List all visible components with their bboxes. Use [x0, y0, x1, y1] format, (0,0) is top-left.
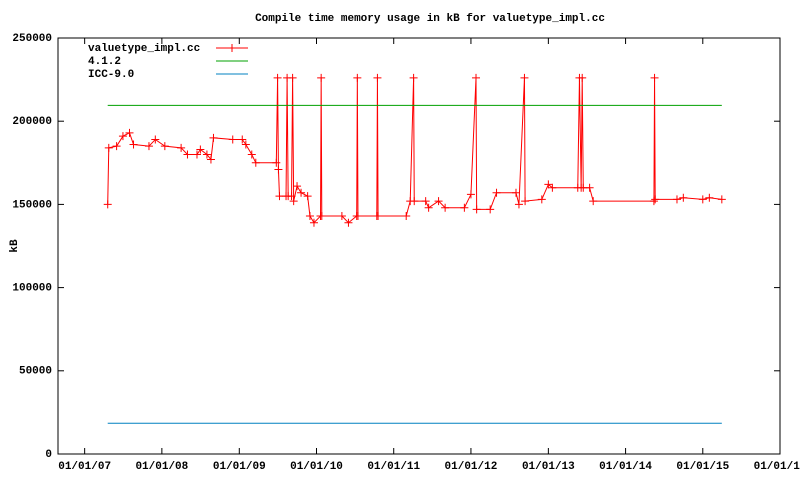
data-point [303, 192, 312, 201]
data-point [486, 205, 495, 214]
legend-label: valuetype_impl.cc [88, 43, 200, 55]
legend-label: 4.1.2 [88, 56, 121, 68]
data-point [409, 73, 418, 82]
data-point [537, 195, 546, 204]
data-point [192, 150, 201, 159]
data-point [472, 73, 481, 82]
y-tick-label: 50000 [19, 366, 52, 378]
data-point [129, 140, 138, 149]
x-tick-label: 01/01/10 [290, 461, 343, 473]
data-point [273, 73, 282, 82]
data-point [520, 73, 529, 82]
data-point [317, 73, 326, 82]
data-point [651, 195, 660, 204]
x-tick-label: 01/01/14 [599, 461, 652, 473]
x-tick-label: 01/01/12 [445, 461, 498, 473]
y-tick-label: 0 [45, 449, 52, 461]
data-point [548, 183, 557, 192]
data-point [544, 180, 553, 189]
chart-title: Compile time memory usage in kB for valu… [255, 13, 605, 25]
x-tick-label: 01/01/13 [522, 461, 575, 473]
data-point [125, 128, 134, 137]
data-point [402, 212, 411, 221]
x-tick-label: 01/01/11 [367, 461, 420, 473]
data-point [353, 73, 362, 82]
data-point [649, 197, 658, 206]
data-point [118, 132, 127, 141]
data-point [511, 188, 520, 197]
data-point [374, 212, 383, 221]
data-point [112, 142, 121, 151]
data-point [293, 182, 302, 191]
x-tick-label: 01/01/15 [676, 461, 729, 473]
x-tick-label: 01/01/09 [213, 461, 266, 473]
data-point [589, 197, 598, 206]
y-tick-label: 100000 [12, 283, 52, 295]
data-point [206, 155, 215, 164]
data-point [705, 193, 714, 202]
data-point [228, 135, 237, 144]
data-point [472, 205, 481, 214]
legend-marker [228, 44, 236, 52]
y-tick-label: 250000 [12, 33, 52, 45]
data-point [460, 203, 469, 212]
data-point [289, 197, 298, 206]
data-point [247, 150, 256, 159]
data-point [434, 197, 443, 206]
data-point [274, 165, 283, 174]
data-point [424, 203, 433, 212]
data-point [317, 212, 326, 221]
data-point [287, 192, 296, 201]
data-point [698, 195, 707, 204]
legend-label: ICC-9.0 [88, 69, 134, 81]
data-point [151, 135, 160, 144]
data-point [679, 193, 688, 202]
data-point [717, 195, 726, 204]
y-tick-label: 200000 [12, 116, 52, 128]
data-point [441, 203, 450, 212]
data-point [202, 150, 211, 159]
data-point [160, 142, 169, 151]
data-point [421, 197, 430, 206]
data-point [241, 140, 250, 149]
data-point [272, 158, 281, 167]
data-point [104, 143, 113, 152]
data-point [650, 73, 659, 82]
data-point [177, 143, 186, 152]
x-tick-label: 01/01/16 [754, 461, 800, 473]
data-point [209, 133, 218, 142]
data-point [514, 200, 523, 209]
x-tick-label: 01/01/08 [135, 461, 188, 473]
data-point [410, 197, 419, 206]
data-point [297, 188, 306, 197]
data-point [337, 212, 346, 221]
data-point [288, 73, 297, 82]
data-point [144, 142, 153, 151]
data-point [305, 212, 314, 221]
data-point [344, 218, 353, 227]
plot-frame [57, 37, 781, 455]
data-point [103, 200, 112, 209]
data-point [585, 183, 594, 192]
data-point [309, 218, 318, 227]
data-point [373, 73, 382, 82]
data-point [196, 145, 205, 154]
data-point [251, 158, 260, 167]
data-point [521, 197, 530, 206]
x-tick-label: 01/01/07 [58, 461, 111, 473]
data-point [466, 190, 475, 199]
data-point [353, 212, 362, 221]
data-point [578, 73, 587, 82]
data-point [183, 150, 192, 159]
y-tick-label: 150000 [12, 199, 52, 211]
y-axis-label: kB [9, 239, 21, 253]
data-point [492, 188, 501, 197]
data-point [238, 135, 247, 144]
data-point [672, 195, 681, 204]
